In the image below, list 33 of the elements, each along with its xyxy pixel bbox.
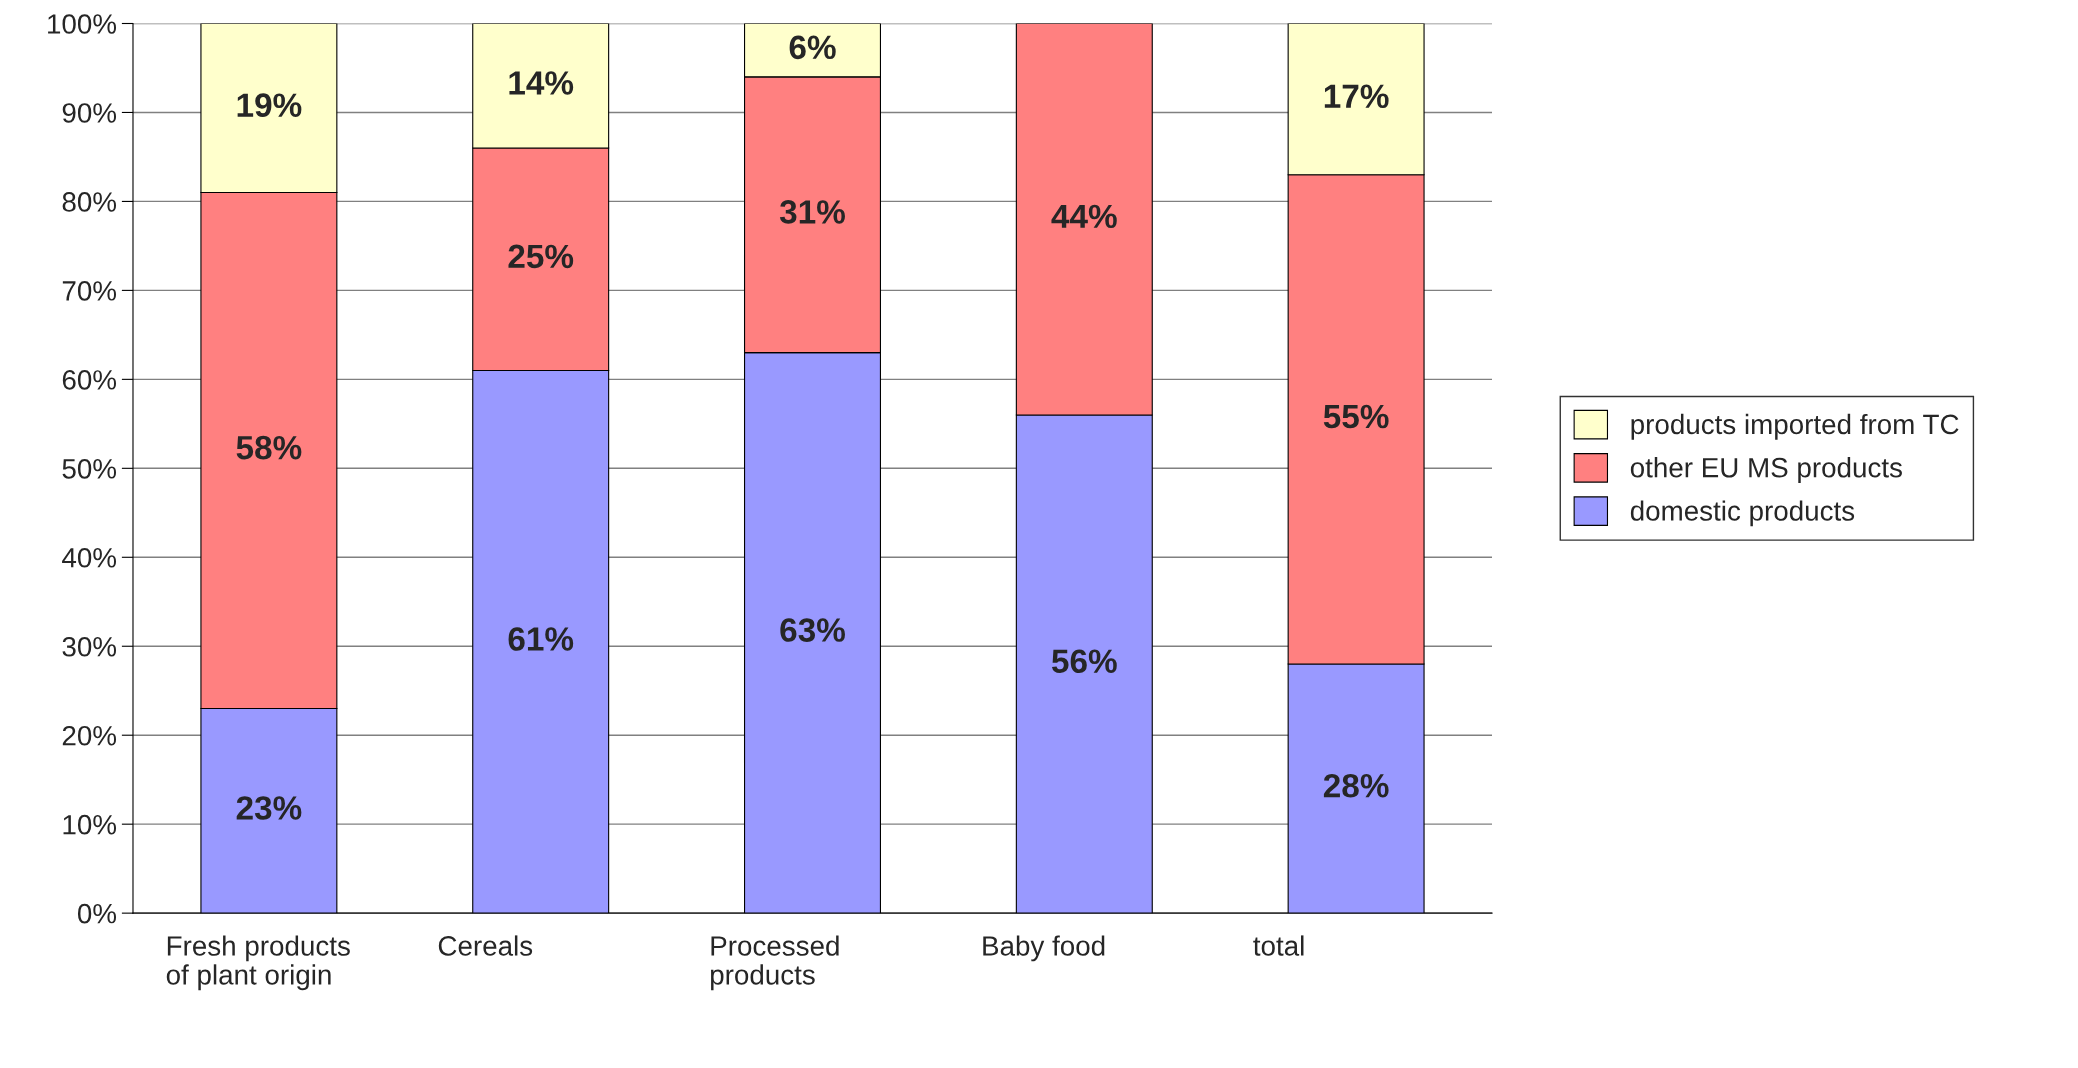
y-tick-label: 10% [63,814,117,835]
y-tick-label: 80% [62,192,117,212]
data-label: 63% [780,618,845,642]
y-tick-label: 30% [62,636,117,657]
data-label: 6% [789,35,836,60]
legend-label: other EU MS products [1630,457,1902,484]
data-label: 17% [1324,84,1389,108]
legend-label: products imported from TC [1631,413,1959,440]
x-tick-label: Fresh products of plant origin [166,935,350,991]
y-tick-label: 100% [48,14,117,34]
data-label: 61% [508,627,574,651]
data-label: 31% [779,200,845,224]
y-tick-label: 50% [62,458,117,479]
legend-label: domestic products [1630,500,1855,527]
x-tick-label: Processed products [711,935,839,991]
x-tick-label: total [1253,935,1304,956]
x-tick-label: Cereals [438,935,533,956]
y-tick-label: 40% [62,547,117,568]
data-label: 55% [1323,404,1389,429]
y-tick-label: 20% [62,725,117,746]
y-tick-label: 70% [62,281,117,301]
data-label: 56% [1051,649,1117,673]
y-tick-label: 90% [62,103,117,123]
data-label: 44% [1051,204,1117,229]
data-label: 58% [236,435,302,460]
x-tick-label: Baby food [983,935,1105,962]
y-tick-label: 0% [77,903,117,924]
data-label: 23% [236,796,302,820]
data-label: 25% [508,244,574,269]
data-label: 14% [509,71,574,95]
data-label: 19% [237,93,302,117]
data-label: 28% [1323,773,1389,798]
y-tick-label: 60% [62,370,117,390]
